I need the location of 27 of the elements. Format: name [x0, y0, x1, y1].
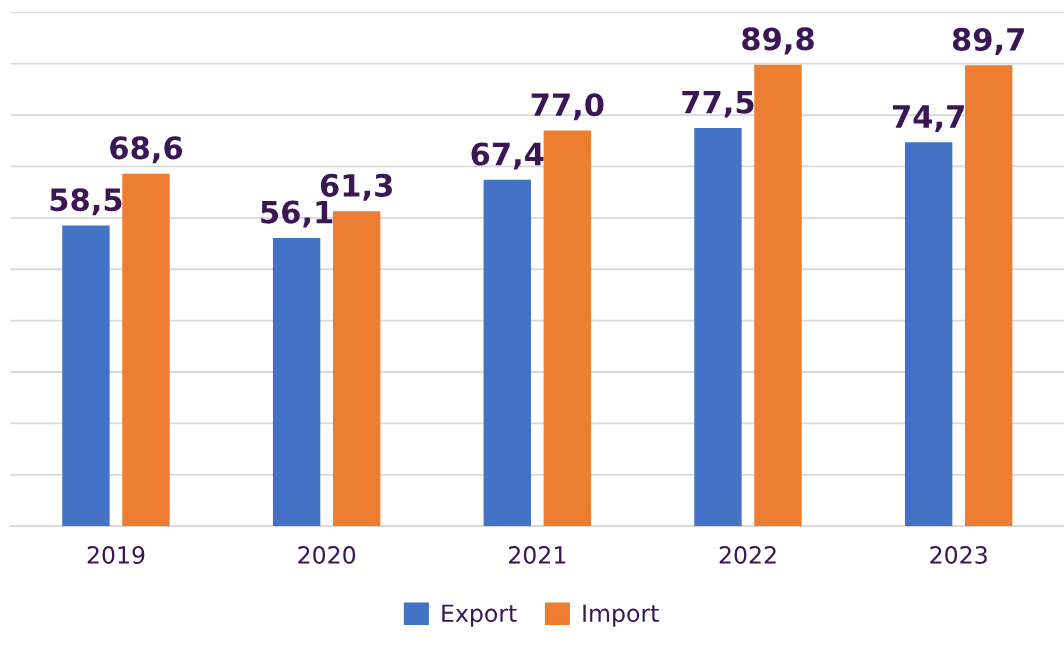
x-tick-label: 2019 — [87, 546, 145, 564]
x-tick-label: 2021 — [509, 546, 566, 564]
bar — [964, 65, 1013, 527]
bar — [332, 211, 381, 527]
x-tick-label: 2022 — [719, 546, 776, 564]
data-label: 67,4 — [471, 142, 544, 170]
bar — [543, 130, 592, 527]
legend-label: Import — [583, 604, 659, 627]
bar — [62, 225, 110, 527]
bar — [754, 64, 802, 527]
bar — [122, 173, 170, 527]
data-label: 56,1 — [261, 200, 333, 228]
data-label: 89,7 — [952, 27, 1024, 55]
x-tick-label: 2020 — [298, 546, 356, 564]
data-label: 61,3 — [320, 173, 392, 201]
legend-label: Export — [442, 604, 517, 627]
bar — [904, 142, 953, 527]
data-label: 89,8 — [742, 27, 814, 55]
data-label: 77,0 — [531, 93, 604, 121]
data-label: 77,5 — [682, 90, 754, 118]
bar — [694, 127, 742, 527]
x-tick-label: 2023 — [930, 546, 987, 564]
bar — [272, 237, 321, 527]
data-label: 58,5 — [50, 188, 122, 216]
bar — [483, 179, 531, 527]
data-label: 68,6 — [110, 136, 183, 164]
data-label: 74,7 — [892, 105, 964, 132]
